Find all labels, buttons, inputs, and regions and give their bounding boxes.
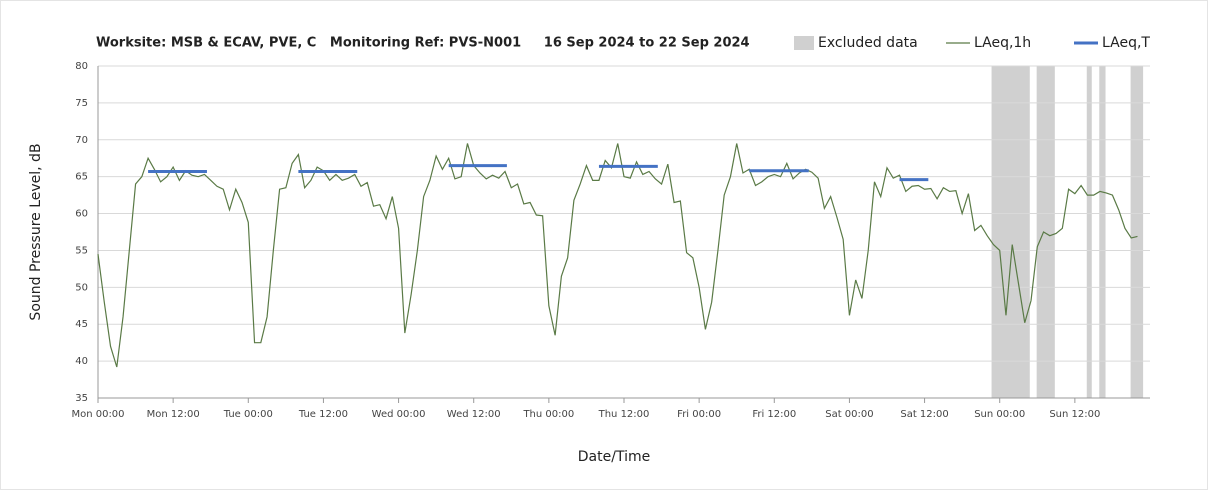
legend-swatch [794,36,814,50]
x-tick-label: Sat 00:00 [825,409,873,420]
y-tick-label: 35 [75,393,88,404]
y-tick-label: 60 [75,209,88,220]
x-tick-label: Wed 00:00 [372,409,426,420]
x-tick-label: Fri 00:00 [677,409,721,420]
y-tick-label: 65 [75,172,88,183]
y-tick-label: 45 [75,319,88,330]
excluded-region [1099,66,1106,398]
x-tick-label: Tue 12:00 [298,409,348,420]
x-tick-label: Thu 00:00 [522,409,574,420]
chart-title: Worksite: MSB & ECAV, PVE, C Monitoring … [96,36,750,51]
x-tick-label: Tue 00:00 [223,409,273,420]
x-tick-label: Sun 12:00 [1049,409,1100,420]
x-tick-label: Sun 00:00 [974,409,1025,420]
excluded-region [991,66,1030,398]
legend-label: Excluded data [818,35,918,51]
x-tick-label: Mon 12:00 [147,409,200,420]
excluded-region [1130,66,1144,398]
data-line [97,143,1138,368]
y-tick-label: 40 [75,356,88,367]
y-tick-label: 70 [75,135,88,146]
x-tick-label: Wed 12:00 [447,409,501,420]
y-tick-label: 80 [75,61,88,72]
excluded-region [1086,66,1092,398]
excluded-region [1036,66,1055,398]
legend-label: LAeq,T [1102,35,1150,51]
x-tick-label: Thu 12:00 [598,409,650,420]
y-tick-label: 50 [75,282,88,293]
x-tick-label: Fri 12:00 [752,409,796,420]
y-tick-label: 55 [75,245,88,256]
x-tick-label: Mon 00:00 [71,409,124,420]
y-axis-label: Sound Pressure Level, dB [28,143,44,320]
x-axis-label: Date/Time [578,449,650,465]
x-tick-label: Sat 12:00 [900,409,948,420]
y-tick-label: 75 [75,98,88,109]
legend-label: LAeq,1h [974,35,1031,51]
